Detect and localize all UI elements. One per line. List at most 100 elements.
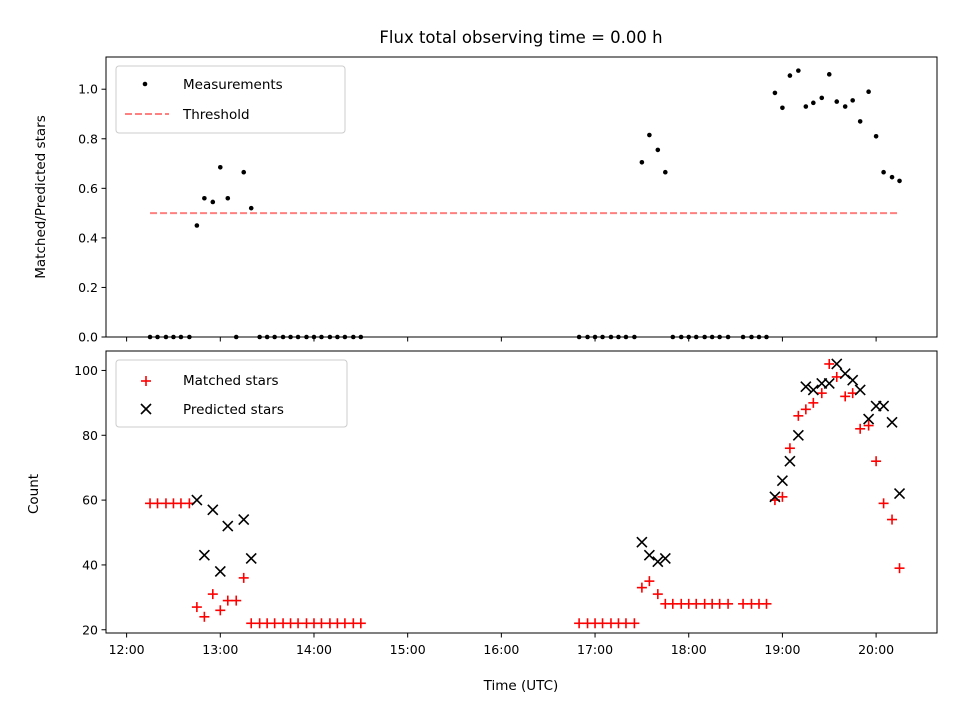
measurement-point <box>194 223 200 228</box>
matched-star-point <box>339 618 350 629</box>
x-tick-label: 18:00 <box>671 642 707 657</box>
matched-star-point <box>793 410 804 421</box>
top-y-tick-label: 0.8 <box>78 131 98 146</box>
measurement-point <box>217 164 223 170</box>
matched-star-point <box>222 595 233 606</box>
x-axis-label: Time (UTC) <box>483 678 559 694</box>
matched-star-point <box>175 498 186 509</box>
matched-star-point <box>667 598 678 609</box>
measurement-point <box>241 169 247 175</box>
measurement-point <box>834 99 840 104</box>
top-y-tick-label: 0.6 <box>78 181 98 196</box>
matched-star-point <box>269 618 280 629</box>
predicted-star-point <box>792 429 804 441</box>
x-tick-label: 14:00 <box>296 642 332 657</box>
top-panel: Flux total observing time = 0.00 h Match… <box>33 28 938 345</box>
measurement-point <box>842 104 848 109</box>
bottom-y-axis-label: Count <box>26 474 42 514</box>
matched-star-point <box>246 618 257 629</box>
legend-marker-matched <box>141 376 151 386</box>
matched-star-point <box>714 598 725 609</box>
predicted-star-point <box>863 413 875 425</box>
bottom-y-tick-label: 100 <box>74 363 98 378</box>
measurement-point <box>811 100 816 106</box>
matched-star-point <box>231 595 242 606</box>
chart-title: Flux total observing time = 0.00 h <box>379 28 662 47</box>
measurement-point <box>803 104 809 109</box>
x-tick-label: 16:00 <box>483 642 519 657</box>
predicted-star-point <box>643 549 655 561</box>
top-plot-marks <box>147 68 902 340</box>
measurement-point <box>866 89 871 94</box>
bottom-y-tick-label: 20 <box>82 622 98 637</box>
measurement-point <box>780 105 785 111</box>
top-legend-box <box>115 65 346 134</box>
measurement-point <box>881 169 886 175</box>
legend-label-threshold: Threshold <box>182 107 250 123</box>
predicted-star-point <box>769 491 781 503</box>
matched-star-point <box>855 423 866 434</box>
top-axes-frame <box>105 56 938 338</box>
predicted-star-point <box>854 384 866 396</box>
bottom-axes: 20 40 60 80 100 12:00 13:00 14:00 15:00 16:00 17:0… <box>74 363 894 657</box>
bottom-panel: Count Time (UTC) 20 40 60 80 100 12:00 13:00 14… <box>26 350 938 694</box>
matched-star-point <box>152 498 163 509</box>
top-axes: 0.0 0.2 0.4 0.6 0.8 1.0 <box>78 82 877 345</box>
matched-star-point <box>808 397 819 408</box>
matched-star-point <box>629 618 640 629</box>
predicted-star-point <box>238 513 250 526</box>
predicted-star-point <box>245 552 257 565</box>
top-y-tick-label: 1.0 <box>78 82 98 97</box>
measurement-point <box>225 195 231 201</box>
predicted-star-point <box>886 416 898 428</box>
matched-star-point <box>691 598 702 609</box>
predicted-star-point <box>847 374 859 386</box>
predicted-star-point <box>214 565 226 577</box>
predicted-star-point <box>636 536 648 548</box>
matched-star-point <box>840 391 851 402</box>
predicted-star-point <box>776 475 788 487</box>
legend-label-predicted: Predicted stars <box>183 402 284 418</box>
measurement-point <box>202 195 207 201</box>
matched-star-point <box>863 420 874 431</box>
matched-star-point <box>191 602 202 613</box>
matched-star-point <box>574 618 585 629</box>
matched-star-point <box>652 589 663 600</box>
legend-marker-measurements <box>142 81 148 87</box>
top-y-tick-label: 0.2 <box>78 280 98 295</box>
predicted-star-point <box>893 488 906 500</box>
matched-star-point <box>894 563 905 574</box>
measurement-point <box>857 119 863 124</box>
matched-star-point <box>199 611 210 622</box>
predicted-star-point <box>831 358 843 370</box>
top-legend: Measurements Threshold <box>115 65 346 134</box>
matched-star-point <box>878 498 889 509</box>
measurement-point <box>819 95 825 101</box>
matched-star-point <box>887 514 898 525</box>
predicted-star-point <box>652 556 664 568</box>
matched-star-point <box>215 605 226 616</box>
x-tick-label: 17:00 <box>577 642 613 657</box>
measurement-point <box>772 90 778 96</box>
measurement-point <box>639 160 645 165</box>
measurement-point <box>210 199 216 205</box>
predicted-star-point <box>207 504 219 516</box>
legend-label-measurements: Measurements <box>183 77 283 93</box>
x-tick-label: 20:00 <box>858 642 894 657</box>
matched-star-point <box>238 572 249 583</box>
measurement-point <box>796 68 801 73</box>
matched-star-point <box>316 618 327 629</box>
predicted-star-point <box>198 549 210 561</box>
measurement-point <box>873 133 879 139</box>
top-y-tick-label: 0.4 <box>78 230 98 245</box>
legend-label-matched: Matched stars <box>183 373 279 389</box>
predicted-star-point <box>191 494 203 506</box>
predicted-star-point <box>784 455 796 467</box>
matched-star-point <box>761 598 772 609</box>
top-y-tick-label: 0.0 <box>78 330 98 345</box>
matched-star-point <box>784 443 795 454</box>
bottom-legend: Matched stars Predicted stars <box>115 359 348 428</box>
measurement-point <box>248 205 254 211</box>
matched-star-point <box>871 456 882 467</box>
